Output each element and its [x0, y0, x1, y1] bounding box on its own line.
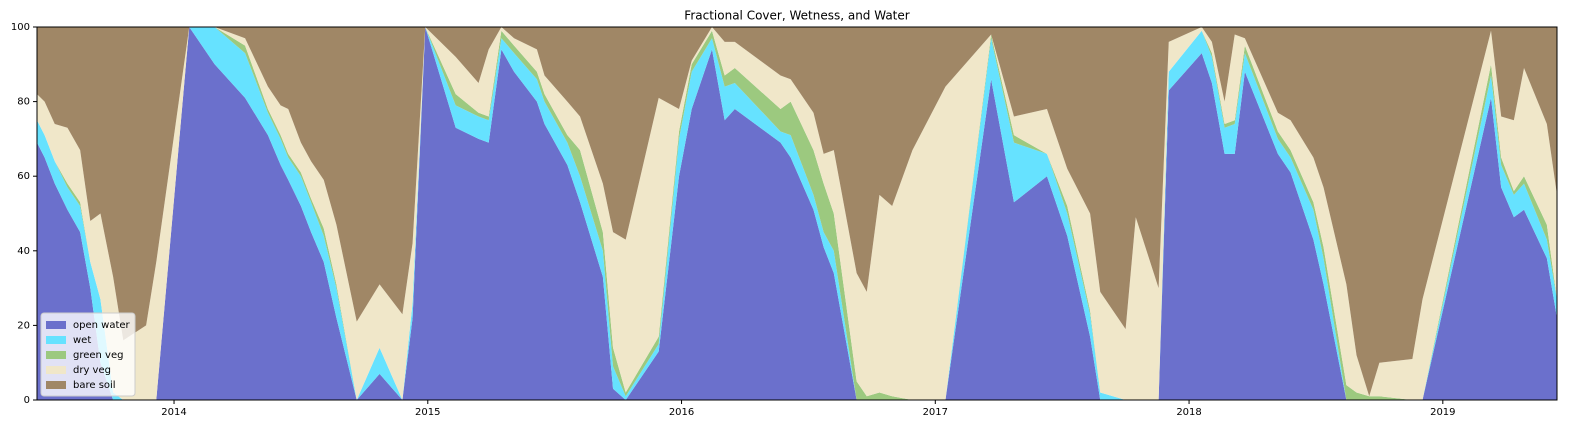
y-tick-label: 0 — [24, 395, 30, 406]
y-tick-label: 20 — [17, 320, 30, 331]
x-tick-label: 2014 — [161, 407, 186, 418]
legend-label: green veg — [73, 350, 123, 361]
legend-label: open water — [73, 320, 131, 331]
x-tick-label: 2019 — [1430, 407, 1455, 418]
legend-swatch — [46, 366, 66, 374]
chart-title: Fractional Cover, Wetness, and Water — [684, 9, 909, 23]
x-tick-label: 2018 — [1176, 407, 1201, 418]
x-tick-label: 2017 — [923, 407, 948, 418]
area — [37, 27, 1557, 400]
area — [37, 27, 1557, 397]
legend: open water wet green veg dry veg bare soil — [40, 312, 136, 397]
y-tick-label: 40 — [17, 246, 30, 257]
plot-frame — [36, 26, 1558, 401]
x-tick-label: 2015 — [415, 407, 440, 418]
legend-swatch — [46, 321, 66, 329]
legend-swatch — [46, 381, 66, 389]
legend-label: bare soil — [73, 380, 116, 391]
x-tick-label: 2016 — [669, 407, 694, 418]
legend-swatch — [46, 351, 66, 359]
y-tick-label: 60 — [17, 171, 30, 182]
y-tick-label: 100 — [11, 22, 30, 33]
legend-label: wet — [73, 335, 91, 346]
legend-swatch — [46, 336, 66, 344]
legend-label: dry veg — [73, 365, 111, 376]
legend-box — [40, 312, 136, 397]
area — [37, 27, 1557, 400]
y-tick-label: 80 — [17, 97, 30, 108]
